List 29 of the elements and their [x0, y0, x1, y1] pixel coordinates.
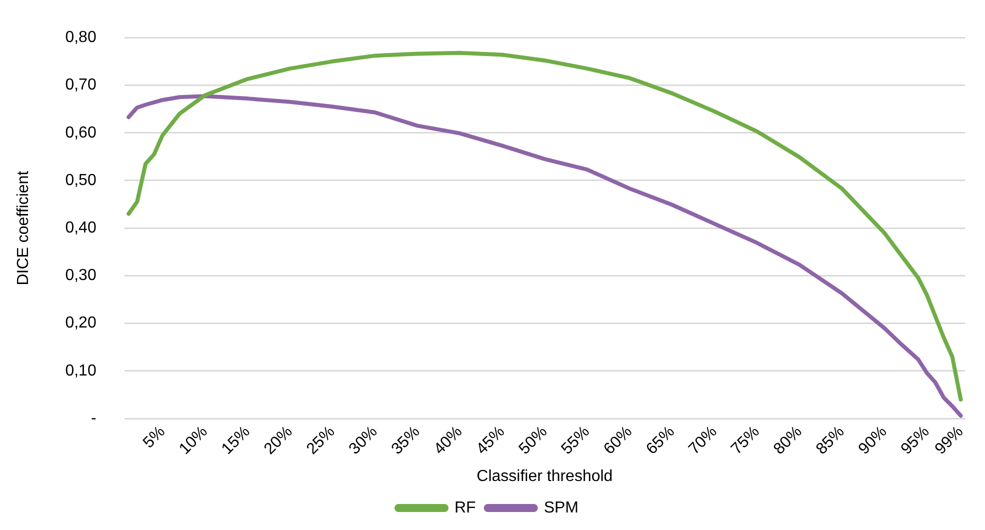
y-tick-label: 0,10 — [65, 362, 96, 380]
x-tick-label: 50% — [516, 423, 551, 458]
y-tick-label: - — [91, 410, 96, 427]
x-tick-label: 60% — [600, 423, 636, 458]
legend-label: SPM — [544, 499, 578, 516]
x-tick-label: 55% — [558, 423, 594, 458]
y-tick-label: 0,60 — [65, 124, 96, 142]
y-tick-label: 0,70 — [65, 76, 96, 94]
x-tick-label: 75% — [728, 423, 763, 458]
y-tick-label: 0,30 — [65, 267, 96, 284]
legend-label: RF — [454, 499, 476, 516]
x-tick-label: 35% — [388, 423, 424, 458]
x-tick-label: 85% — [813, 423, 848, 458]
x-tick-label: 80% — [770, 423, 806, 458]
y-tick-label: 0,80 — [65, 29, 96, 46]
x-tick-label: 99% — [932, 423, 967, 458]
y-tick-label: 0,20 — [65, 314, 96, 332]
x-tick-label: 90% — [856, 423, 890, 458]
x-tick-label: 5% — [140, 423, 168, 452]
x-tick-label: 30% — [346, 423, 381, 458]
y-tick-label: 0,40 — [65, 219, 96, 236]
x-axis-title: Classifier threshold — [476, 468, 613, 485]
y-tick-label: 0,50 — [65, 172, 96, 189]
x-tick-label: 70% — [686, 423, 720, 458]
x-tick-label: 45% — [473, 423, 508, 458]
x-tick-label: 40% — [431, 423, 466, 458]
x-tick-label: 65% — [643, 423, 678, 458]
y-axis-title: DICE coefficient — [15, 170, 32, 286]
x-tick-label: 95% — [898, 423, 933, 458]
